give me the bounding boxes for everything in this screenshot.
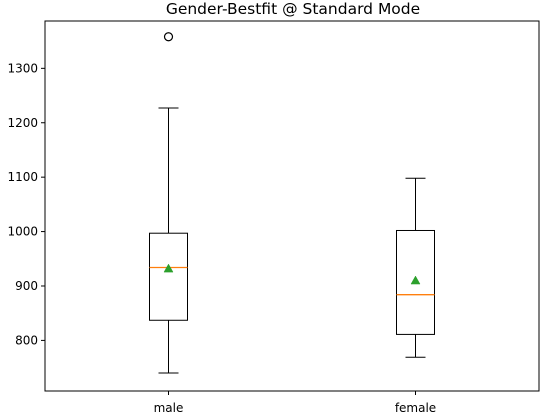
y-tick-label: 1100 [7, 170, 38, 184]
x-tick-label: male [154, 401, 184, 415]
box-male [149, 32, 188, 374]
y-axis-ticks: 800 900 1000 1100 1200 1300 [7, 61, 45, 347]
plot-frame [44, 20, 540, 392]
y-tick-label: 1200 [7, 116, 38, 130]
flier-point [163, 32, 174, 42]
iqr-box [149, 232, 188, 321]
chart-title: Gender-Bestfit @ Standard Mode [166, 0, 420, 18]
boxes-layer [149, 32, 435, 374]
x-tick-label: female [395, 401, 436, 415]
y-tick-label: 1000 [7, 225, 38, 239]
plot-axes [44, 20, 540, 392]
y-tick-label: 900 [15, 279, 38, 293]
x-axis-ticks: male female [154, 391, 436, 415]
y-tick-label: 1300 [7, 61, 38, 75]
iqr-box [396, 229, 435, 335]
mean-marker [410, 275, 421, 285]
box-female [396, 177, 435, 358]
mean-marker [163, 263, 174, 273]
y-tick-label: 800 [15, 333, 38, 347]
